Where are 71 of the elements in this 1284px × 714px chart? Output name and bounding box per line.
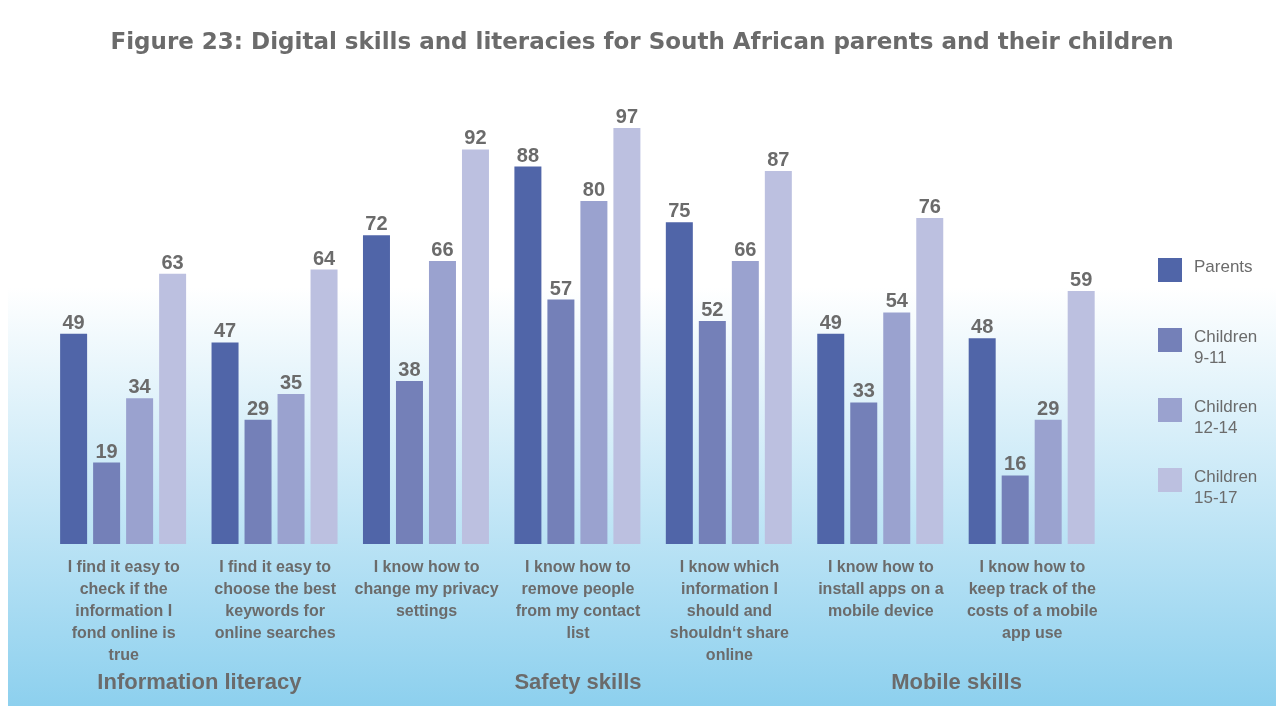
- text: Safety skills: [513, 669, 643, 695]
- data-label: 54: [885, 289, 909, 312]
- bar: [883, 312, 911, 544]
- data-label: 29: [246, 396, 270, 419]
- data-label: 49: [819, 310, 842, 333]
- bar: [159, 273, 187, 544]
- data-label: 47: [213, 319, 237, 342]
- data-label: 16: [1004, 452, 1027, 475]
- data-label: 33: [852, 379, 875, 402]
- x-tick-label: I find it easy to check if the information I fond online is true: [67, 558, 180, 663]
- bar: [362, 235, 390, 544]
- bar: [665, 222, 693, 544]
- data-label: 52: [701, 297, 724, 320]
- bar: [310, 269, 338, 544]
- bar: [968, 338, 996, 544]
- data-label: 34: [128, 375, 152, 398]
- bar: [613, 128, 641, 544]
- bar: [126, 398, 154, 544]
- chart-title: Figure 23: Digital skills and literacies for South African parents and their children: [109, 28, 1175, 54]
- bar: [817, 333, 845, 544]
- bar: [547, 299, 575, 544]
- bar: [764, 170, 792, 544]
- bar: [916, 218, 944, 544]
- bar: [428, 260, 456, 544]
- data-label: 92: [464, 126, 487, 149]
- bar: [850, 402, 878, 544]
- x-tick-label: I know how to remove people from my contact list: [515, 558, 641, 641]
- bar: [1001, 475, 1029, 544]
- x-tick-label: I find it easy to choose the best keywords for online searches: [214, 558, 337, 641]
- bar: [698, 320, 726, 544]
- bar: [60, 333, 88, 544]
- data-label: 48: [971, 315, 994, 338]
- data-label: 87: [767, 147, 790, 170]
- x-tick-label: I know which information I should and shouldn‘t share online: [669, 558, 790, 663]
- legend-label: Children 9-11: [1194, 326, 1259, 368]
- data-label: 19: [95, 439, 118, 462]
- data-label: 66: [431, 237, 454, 260]
- bar: [1067, 290, 1095, 544]
- bar: [580, 200, 608, 544]
- data-label: 88: [516, 143, 540, 166]
- x-tick-label: I know how to install apps on a mobile device: [818, 558, 944, 619]
- data-label: 72: [365, 212, 388, 235]
- bar: [1034, 419, 1062, 544]
- bar: [93, 462, 121, 544]
- legend-label: Children 12-14: [1194, 396, 1259, 438]
- x-tick-label: I know how to change my privacy settings: [354, 558, 499, 619]
- legend-label: Parents: [1194, 256, 1254, 277]
- data-label: 49: [62, 310, 85, 333]
- bar: [731, 260, 759, 544]
- data-label: 63: [161, 250, 184, 273]
- data-label: 66: [734, 237, 757, 260]
- data-label: 29: [1037, 396, 1060, 419]
- data-label: 80: [582, 177, 606, 200]
- x-tick-label: I know how to keep track of the costs of a mobile app use: [966, 558, 1098, 641]
- data-label: 75: [668, 199, 691, 222]
- data-label: 57: [549, 276, 573, 299]
- data-label: 38: [398, 358, 421, 381]
- data-label: 64: [312, 246, 337, 269]
- data-label: 76: [918, 195, 941, 218]
- bar: [277, 393, 305, 544]
- data-label: 59: [1070, 267, 1093, 290]
- data-label: 35: [279, 370, 303, 393]
- text: Information literacy: [96, 669, 303, 695]
- bar: [461, 149, 489, 544]
- text: Mobile skills: [890, 669, 1023, 695]
- bar: [395, 381, 423, 544]
- data-label: 97: [615, 105, 639, 127]
- legend-label: Children 15-17: [1194, 466, 1259, 508]
- bar: [244, 419, 272, 544]
- bar: [514, 166, 542, 544]
- bar: [211, 342, 239, 544]
